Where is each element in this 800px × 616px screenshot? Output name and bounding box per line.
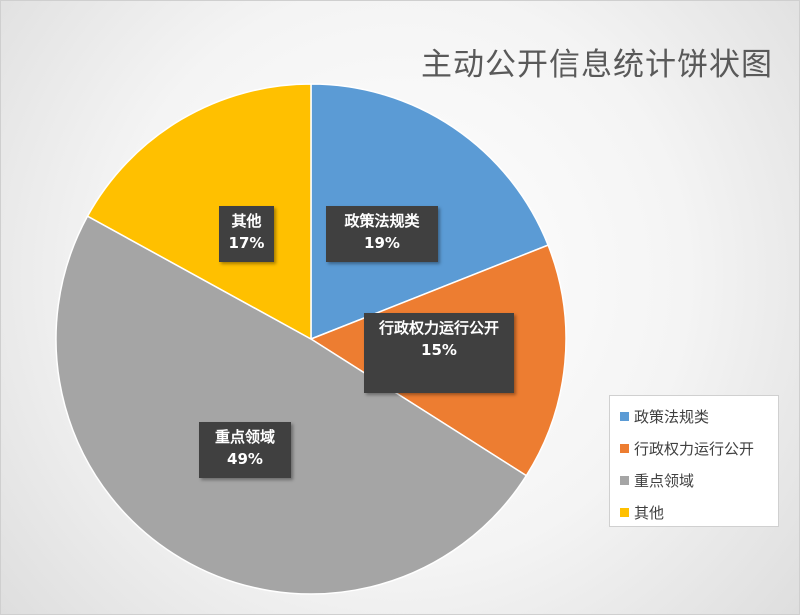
legend-item-3: 重点领域 <box>620 464 778 496</box>
legend-swatch <box>620 475 629 485</box>
data-label-percent: 17% <box>228 234 265 252</box>
data-label-percent: 15% <box>421 341 457 359</box>
pie-slice-4 <box>86 83 312 341</box>
legend-swatch <box>620 443 629 453</box>
data-label-name: 政策法规类 <box>344 212 420 230</box>
data-label-name: 行政权力运行公开 <box>378 319 499 337</box>
legend-swatch <box>620 411 629 421</box>
legend: 政策法规类行政权力运行公开 重点领域其他 <box>609 395 779 527</box>
data-label-name: 其他 <box>231 212 262 230</box>
pie-slice-3 <box>55 215 528 595</box>
legend-label: 行政权力运行公开 <box>634 439 755 458</box>
data-label-name: 重点领域 <box>214 428 275 446</box>
legend-item-1: 政策法规类 <box>620 400 778 432</box>
chart-title: 主动公开信息统计饼状图 <box>421 47 773 83</box>
data-label-4: 其他 17% <box>219 206 274 262</box>
legend-item-4: 其他 <box>620 496 778 528</box>
legend-swatch <box>620 507 629 517</box>
data-label-3: 重点领域 49% <box>199 422 291 478</box>
legend-label: 政策法规类 <box>634 407 710 426</box>
legend-label: 重点领域 <box>634 471 695 490</box>
legend-item-2: 行政权力运行公开 <box>620 432 778 464</box>
data-label-percent: 49% <box>227 450 263 468</box>
data-label-1: 政策法规类 19% <box>326 206 438 262</box>
legend-label: 其他 <box>634 503 665 522</box>
data-label-2: 行政权力运行公开 15% <box>364 313 514 393</box>
data-label-percent: 19% <box>364 234 400 252</box>
